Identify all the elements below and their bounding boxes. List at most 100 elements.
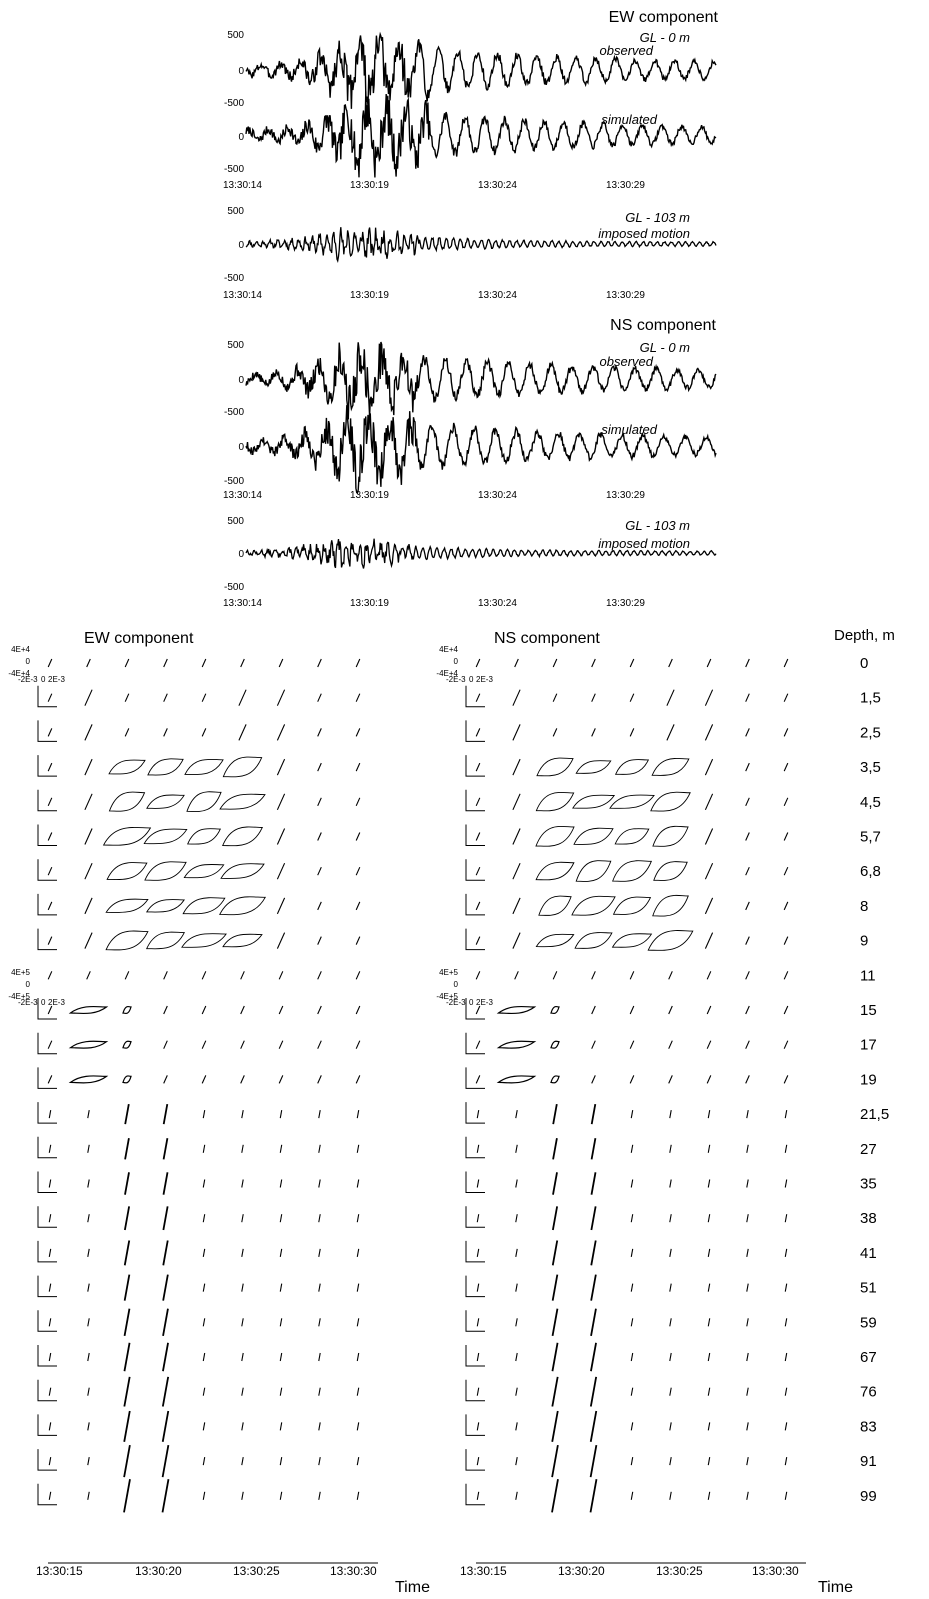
hysteresis-loop <box>475 797 481 807</box>
hysteresis-loop <box>201 693 207 702</box>
hysteresis-loop <box>68 1075 109 1084</box>
hysteresis-loop <box>746 1491 749 1500</box>
ew-upper-xmid: 0 <box>41 675 46 684</box>
hysteresis-loop <box>279 1457 283 1466</box>
hysteresis-loop <box>356 1214 360 1223</box>
hysteresis-loop <box>47 1040 53 1049</box>
loop-reference-axis <box>37 998 57 1020</box>
hysteresis-loop <box>666 724 675 741</box>
depth-label: 38 <box>860 1210 877 1227</box>
hysteresis-loop <box>87 1248 90 1257</box>
hysteresis-loop <box>87 1214 90 1223</box>
hysteresis-loop <box>496 1005 537 1015</box>
hysteresis-loop <box>707 1491 711 1500</box>
hysteresis-loop <box>745 728 750 737</box>
hysteresis-loop <box>784 1283 788 1292</box>
depth-label: 3,5 <box>860 759 881 776</box>
hysteresis-loop <box>475 901 481 911</box>
hysteresis-loop <box>355 658 361 668</box>
hysteresis-loop <box>241 1457 244 1466</box>
hysteresis-loop <box>87 1318 90 1327</box>
hysteresis-loop <box>355 971 361 980</box>
hysteresis-loop <box>356 1179 360 1188</box>
hysteresis-loop <box>475 1005 481 1015</box>
hysteresis-loop <box>106 862 148 881</box>
hysteresis-loop <box>630 1214 634 1223</box>
hysteresis-loop <box>355 866 361 876</box>
hysteresis-loop <box>220 863 265 879</box>
hysteresis-loop <box>317 971 322 980</box>
hysteresis-loop <box>551 1410 559 1442</box>
hysteresis-loop <box>356 1457 360 1466</box>
hysteresis-loop <box>48 1110 52 1119</box>
hysteresis-loop <box>476 1144 480 1153</box>
hysteresis-loop <box>614 759 650 775</box>
hysteresis-loop <box>124 658 130 668</box>
hysteresis-loop <box>276 689 286 706</box>
hysteresis-loop <box>122 1075 132 1084</box>
hysteresis-loop <box>590 1274 597 1301</box>
hysteresis-loop <box>535 826 575 847</box>
hysteresis-loop <box>512 724 521 741</box>
hysteresis-loop <box>496 1075 537 1084</box>
hysteresis-loop <box>163 658 168 668</box>
hysteresis-loop <box>591 1005 596 1015</box>
hysteresis-loop <box>202 1179 206 1188</box>
ns-base-ytick-500: 500 <box>227 516 244 527</box>
hysteresis-loop <box>784 1491 788 1500</box>
hysteresis-loop <box>47 1005 53 1015</box>
hysteresis-loop <box>202 1214 206 1223</box>
hysteresis-loop <box>630 1110 634 1119</box>
loop-reference-axis <box>465 1310 485 1332</box>
ew-base-depth-label: GL - 103 m <box>625 210 690 225</box>
loop-reference-axis <box>465 824 485 846</box>
hysteresis-loop <box>783 1005 789 1015</box>
ns-loops-title: NS component <box>494 630 600 647</box>
hysteresis-loop <box>706 1005 712 1015</box>
hysteresis-loop <box>512 897 521 915</box>
ns-upper-xmid: 0 <box>469 675 474 684</box>
hysteresis-loop <box>745 832 750 841</box>
hysteresis-loop <box>629 1075 635 1084</box>
hysteresis-loop <box>146 794 185 809</box>
hysteresis-loop <box>47 901 53 911</box>
ew-time-xtick-4: 13:30:30 <box>330 1564 377 1578</box>
hysteresis-loop <box>147 758 184 776</box>
hysteresis-loop <box>668 1075 673 1084</box>
depth-label: 6,8 <box>860 863 881 880</box>
hysteresis-loop <box>651 758 690 776</box>
hysteresis-loop <box>512 862 521 880</box>
hysteresis-loop <box>241 1248 244 1257</box>
hysteresis-loop <box>515 1352 518 1362</box>
hysteresis-loop <box>573 827 614 845</box>
hysteresis-loop <box>162 1206 169 1231</box>
hysteresis-loop <box>241 1318 244 1327</box>
loop-reference-axis <box>37 1414 57 1436</box>
depth-label: 27 <box>860 1141 877 1158</box>
ew-upper-ybottom: -4E+4 <box>8 669 30 678</box>
depth-label: 35 <box>860 1176 877 1193</box>
hysteresis-loop <box>48 1318 52 1327</box>
loop-reference-axis <box>37 1310 57 1332</box>
hysteresis-loop <box>475 971 481 980</box>
hysteresis-loop <box>609 794 655 809</box>
hysteresis-loop <box>143 828 188 845</box>
hysteresis-loop <box>783 658 789 668</box>
hysteresis-loop <box>552 1138 558 1160</box>
hysteresis-loop <box>669 1422 672 1431</box>
loop-reference-axis <box>465 998 485 1020</box>
hysteresis-loop <box>745 693 750 702</box>
hysteresis-loop <box>476 1179 480 1188</box>
hysteresis-loop <box>551 1274 559 1301</box>
ew-lower-xmid: 0 <box>41 998 46 1007</box>
hysteresis-loop <box>630 1283 634 1292</box>
hysteresis-loop <box>201 1005 207 1015</box>
hysteresis-loop <box>535 792 575 812</box>
hysteresis-loop <box>48 1283 52 1292</box>
hysteresis-loop <box>514 658 519 668</box>
depth-label: 59 <box>860 1314 877 1331</box>
hysteresis-loop <box>512 793 521 811</box>
hysteresis-loop <box>84 793 93 811</box>
ns-lower-ymid: 0 <box>454 980 459 989</box>
hysteresis-loop <box>590 1308 597 1337</box>
